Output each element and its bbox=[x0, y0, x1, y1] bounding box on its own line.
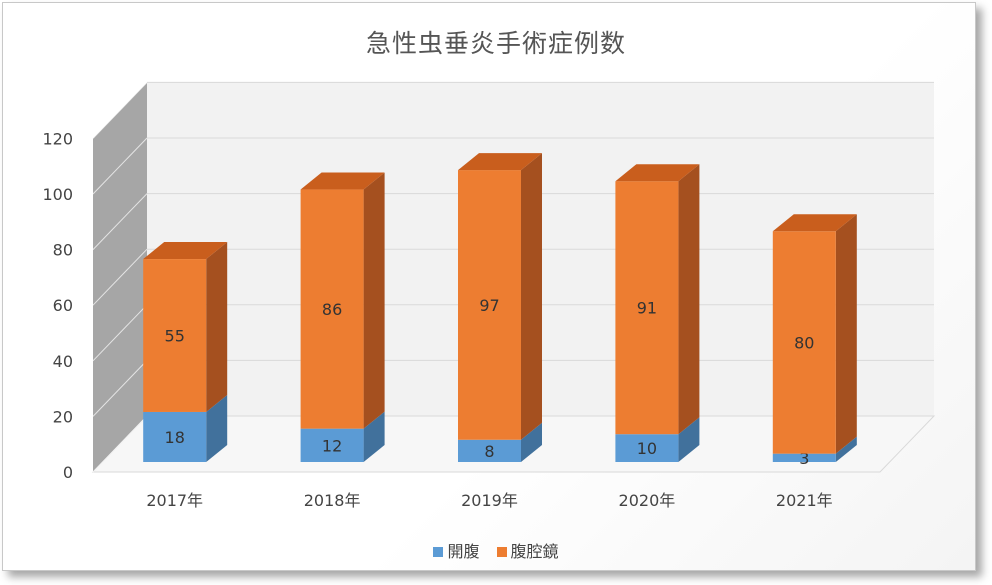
y-tick-label-6: 120 bbox=[42, 129, 73, 148]
data-label-open-1: 12 bbox=[322, 436, 342, 455]
bar-side-laparoscopic-2 bbox=[521, 153, 542, 440]
bar-side-laparoscopic-1 bbox=[363, 172, 385, 429]
bar-side-open-4 bbox=[835, 436, 857, 462]
bar-laparoscopic-3 bbox=[615, 181, 679, 435]
chart-title: 急性虫垂炎手術症例数 bbox=[365, 29, 626, 58]
legend-swatch-open bbox=[433, 547, 444, 557]
bar-top-laparoscopic-0 bbox=[143, 242, 228, 260]
bar-laparoscopic-4 bbox=[772, 231, 836, 454]
y-tick-label-5: 100 bbox=[42, 185, 73, 204]
y-tick-label-3: 60 bbox=[53, 296, 73, 315]
y-tick-label-0: 0 bbox=[63, 463, 73, 482]
bar-open-1 bbox=[300, 428, 364, 462]
data-label-laparoscopic-0: 55 bbox=[165, 327, 185, 346]
y-tick-label-4: 80 bbox=[53, 241, 73, 260]
x-tick-label-3: 2020年 bbox=[619, 491, 676, 510]
legend: 開腹 腹腔鏡 bbox=[0, 538, 992, 562]
data-label-open-2: 8 bbox=[484, 442, 494, 461]
legend-item-open: 開腹 bbox=[433, 538, 479, 562]
x-tick-label-2: 2019年 bbox=[461, 491, 518, 510]
data-label-laparoscopic-2: 97 bbox=[479, 296, 499, 315]
data-label-open-3: 10 bbox=[637, 439, 657, 458]
gridline-side-4 bbox=[92, 193, 148, 250]
data-label-laparoscopic-3: 91 bbox=[637, 299, 657, 318]
bar-side-laparoscopic-4 bbox=[835, 214, 857, 454]
legend-swatch-laparoscopic bbox=[496, 547, 507, 557]
gridline-side-1 bbox=[92, 360, 148, 417]
bar-side-open-3 bbox=[678, 417, 700, 462]
data-label-open-0: 18 bbox=[165, 428, 185, 447]
bar-side-open-1 bbox=[363, 411, 385, 462]
bar-open-3 bbox=[615, 434, 679, 462]
bar-top-laparoscopic-3 bbox=[615, 164, 700, 182]
data-label-laparoscopic-1: 86 bbox=[322, 300, 342, 319]
gridline-side-0 bbox=[92, 415, 148, 473]
y-tick-label-2: 40 bbox=[53, 352, 73, 371]
bar-top-laparoscopic-2 bbox=[458, 153, 542, 171]
bar-side-laparoscopic-0 bbox=[206, 242, 228, 412]
x-tick-label-0: 2017年 bbox=[146, 491, 203, 510]
bar-open-0 bbox=[143, 411, 207, 462]
legend-label-laparoscopic: 腹腔鏡 bbox=[510, 542, 559, 561]
bar-laparoscopic-1 bbox=[300, 189, 364, 429]
data-label-open-4: 3 bbox=[799, 449, 809, 468]
gridline-side-5 bbox=[92, 137, 148, 195]
x-tick-label-1: 2018年 bbox=[304, 491, 361, 510]
bar-top-laparoscopic-4 bbox=[772, 214, 857, 232]
gridline-side-6 bbox=[92, 82, 148, 139]
bar-laparoscopic-0 bbox=[143, 259, 207, 412]
y-tick-label-1: 20 bbox=[53, 407, 73, 426]
x-tick-label-4: 2021年 bbox=[776, 491, 833, 510]
data-label-laparoscopic-4: 80 bbox=[794, 333, 814, 352]
gridline-side-3 bbox=[92, 248, 148, 306]
bar-side-laparoscopic-3 bbox=[678, 164, 700, 435]
legend-label-open: 開腹 bbox=[447, 542, 480, 561]
legend-item-laparoscopic: 腹腔鏡 bbox=[496, 538, 559, 562]
bar-open-4 bbox=[772, 453, 836, 462]
gridline-side-2 bbox=[92, 304, 148, 362]
bar-open-2 bbox=[458, 439, 521, 462]
bar-top-laparoscopic-1 bbox=[300, 172, 385, 190]
bar-side-open-0 bbox=[206, 394, 228, 462]
bar-side-open-2 bbox=[521, 422, 542, 462]
bar-laparoscopic-2 bbox=[458, 170, 521, 440]
